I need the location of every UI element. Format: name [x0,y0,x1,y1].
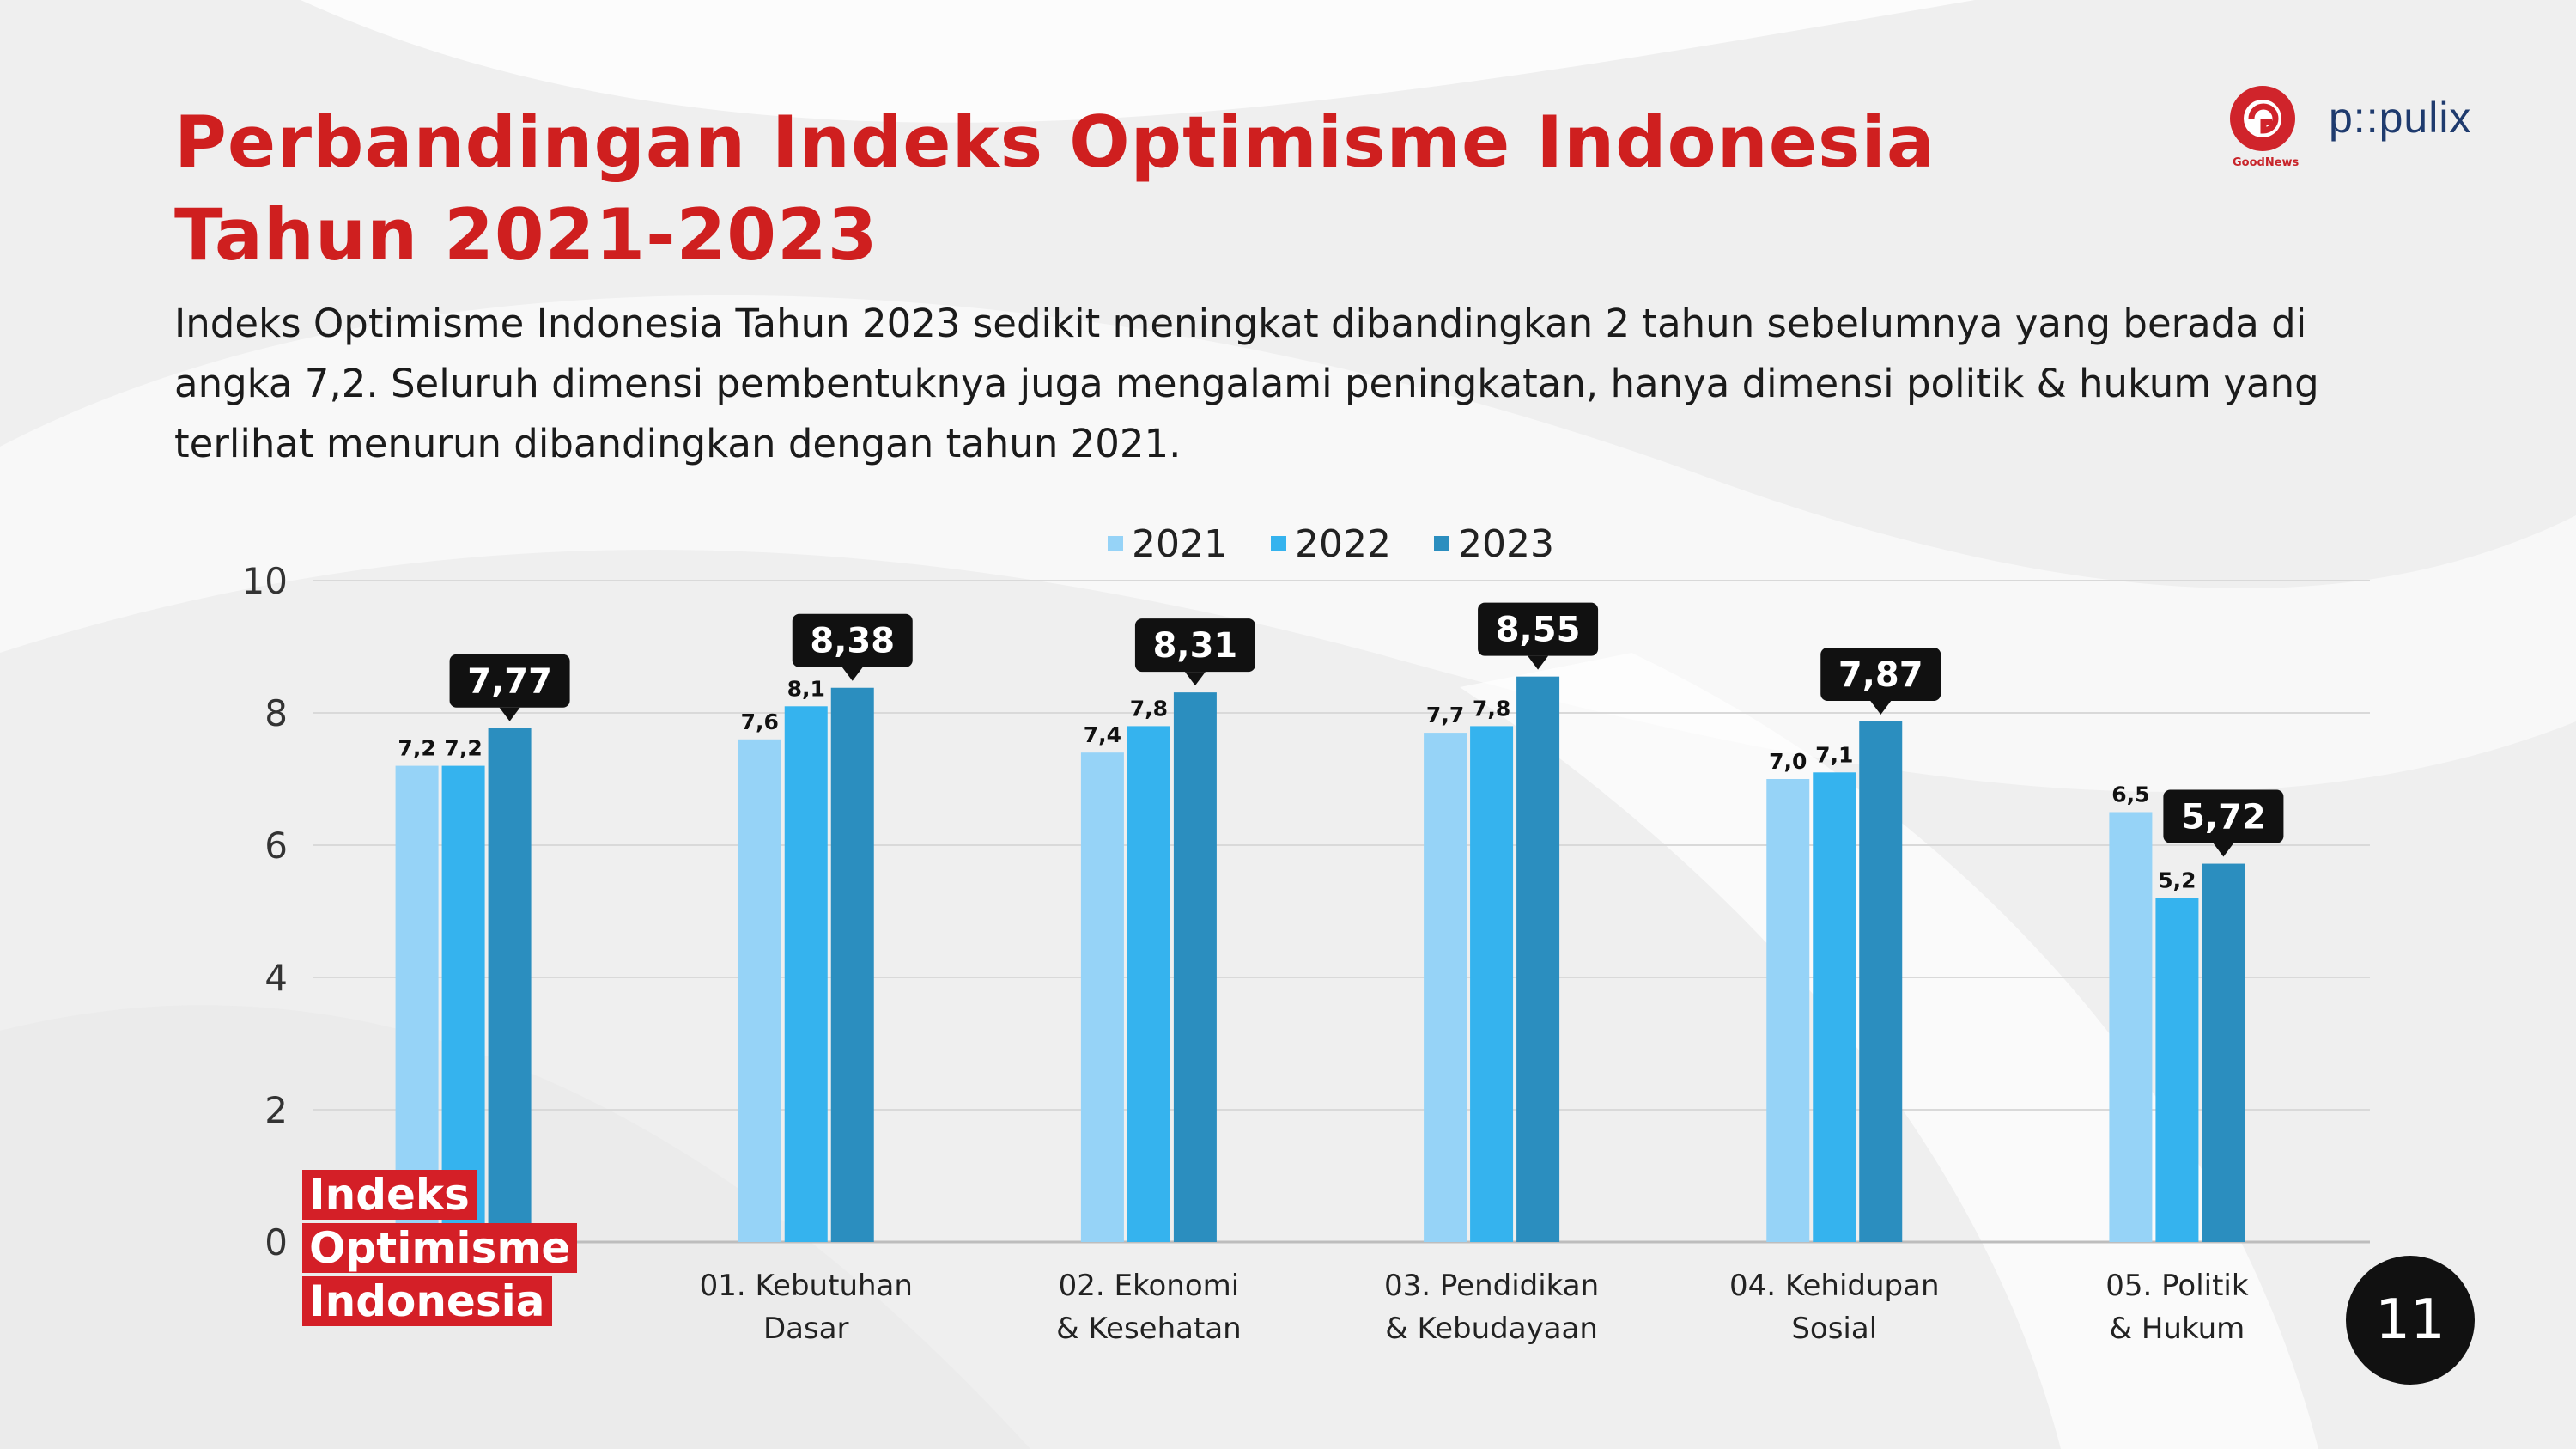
value-callout-pointer [1184,672,1206,686]
legend-swatch-2021 [1108,536,1123,551]
bar [1173,692,1217,1242]
data-label: 7,2 [398,736,435,761]
brand-line-1: Indeks [302,1170,477,1220]
bar [1424,733,1467,1242]
bar [1766,779,1810,1242]
legend-item-2023: 2023 [1433,521,1554,566]
bar [2202,863,2245,1242]
page-title: Perbandingan Indeks Optimisme Indonesia … [174,96,2149,282]
bar [1859,721,1903,1242]
brand-line-3: Indonesia [302,1276,552,1326]
value-callout [1478,602,1599,656]
data-label: 5,72 [2181,798,2266,837]
value-callout-pointer [499,707,520,721]
data-label: 6,5 [2111,782,2149,807]
y-tick-label: 10 [242,560,288,602]
bar [395,765,439,1242]
x-category-label: 04. Kehidupan [1729,1269,1940,1303]
bar [488,728,532,1242]
legend-item-2022: 2022 [1270,521,1391,566]
value-callout-pointer [2213,843,2234,857]
x-category-label: Sosial [1791,1312,1877,1346]
data-label: 7,2 [444,736,482,761]
brand-line-2: Optimisme [302,1223,578,1273]
x-category-label: 03. Pendidikan [1384,1269,1599,1303]
data-label: 8,55 [1496,611,1581,650]
bar [830,687,874,1242]
legend-label-2022: 2022 [1294,521,1391,566]
data-label: 7,87 [1838,655,1923,695]
bar [784,706,828,1242]
description-line-2: angka 7,2. Seluruh dimensi pembentuknya … [174,361,2319,406]
goodnews-label: GoodNews [2233,156,2300,169]
data-label: 7,4 [1084,722,1121,747]
data-label: 5,2 [2158,868,2196,893]
title-line-1: Perbandingan Indeks Optimisme Indonesia [174,100,1935,184]
bar [738,739,781,1242]
x-category-label: 05. Politik [2105,1269,2249,1303]
value-callout [1820,648,1941,702]
value-callout [449,654,570,708]
data-label: 7,8 [1130,696,1168,721]
value-callout-pointer [1870,701,1892,715]
y-tick-label: 8 [264,692,288,734]
bar [1516,676,1560,1242]
bar [441,765,485,1242]
description: Indeks Optimisme Indonesia Tahun 2023 se… [174,294,2441,474]
goodnews-logo: GoodNews [2230,86,2300,169]
description-line-1: Indeks Optimisme Indonesia Tahun 2023 se… [174,301,2307,346]
bar [1127,726,1170,1242]
bar [1470,726,1514,1242]
legend-swatch-2022 [1270,536,1286,551]
title-line-2: Tahun 2021-2023 [174,193,878,277]
x-category-label: Dasar [763,1312,849,1346]
data-label: 7,7 [1426,703,1464,728]
x-category-label: & Kesehatan [1056,1312,1242,1346]
value-callout-pointer [1528,655,1549,670]
x-category-label: & Kebudayaan [1385,1312,1598,1346]
data-label: 7,77 [467,662,552,702]
bar [2155,898,2199,1242]
data-label: 7,8 [1473,696,1510,721]
value-callout-pointer [841,667,863,681]
x-category-label: 01. Kebutuhan [700,1269,913,1303]
value-callout [2163,789,2284,843]
y-tick-label: 4 [264,957,288,999]
value-callout [792,613,913,667]
y-tick-label: 6 [264,825,288,867]
data-label: 8,38 [810,622,895,661]
legend-item-2021: 2021 [1108,522,1228,566]
bar [2109,812,2153,1242]
legend-label-2021: 2021 [1132,521,1228,566]
legend-label-2023: 2023 [1457,521,1554,566]
chart-legend: 2021 2022 2023 [1108,518,1554,569]
x-category-label: 02. Ekonomi [1059,1269,1240,1303]
page-number-badge: 11 [2346,1256,2475,1385]
y-tick-label: 0 [264,1221,288,1263]
data-label: 8,1 [787,676,825,701]
data-label: 8,31 [1153,626,1238,666]
bar [1080,752,1124,1242]
data-label: 7,1 [1815,742,1853,767]
value-callout [1134,618,1255,673]
bar [1813,772,1856,1242]
data-label: 7,6 [741,709,779,734]
populix-logo: p::pulix [2329,94,2472,142]
legend-swatch-2023 [1433,536,1449,551]
data-label: 7,0 [1769,749,1807,774]
x-category-label: & Hukum [2110,1312,2245,1346]
description-line-3: terlihat menurun dibandingkan dengan tah… [174,421,1182,466]
y-tick-label: 2 [264,1089,288,1131]
